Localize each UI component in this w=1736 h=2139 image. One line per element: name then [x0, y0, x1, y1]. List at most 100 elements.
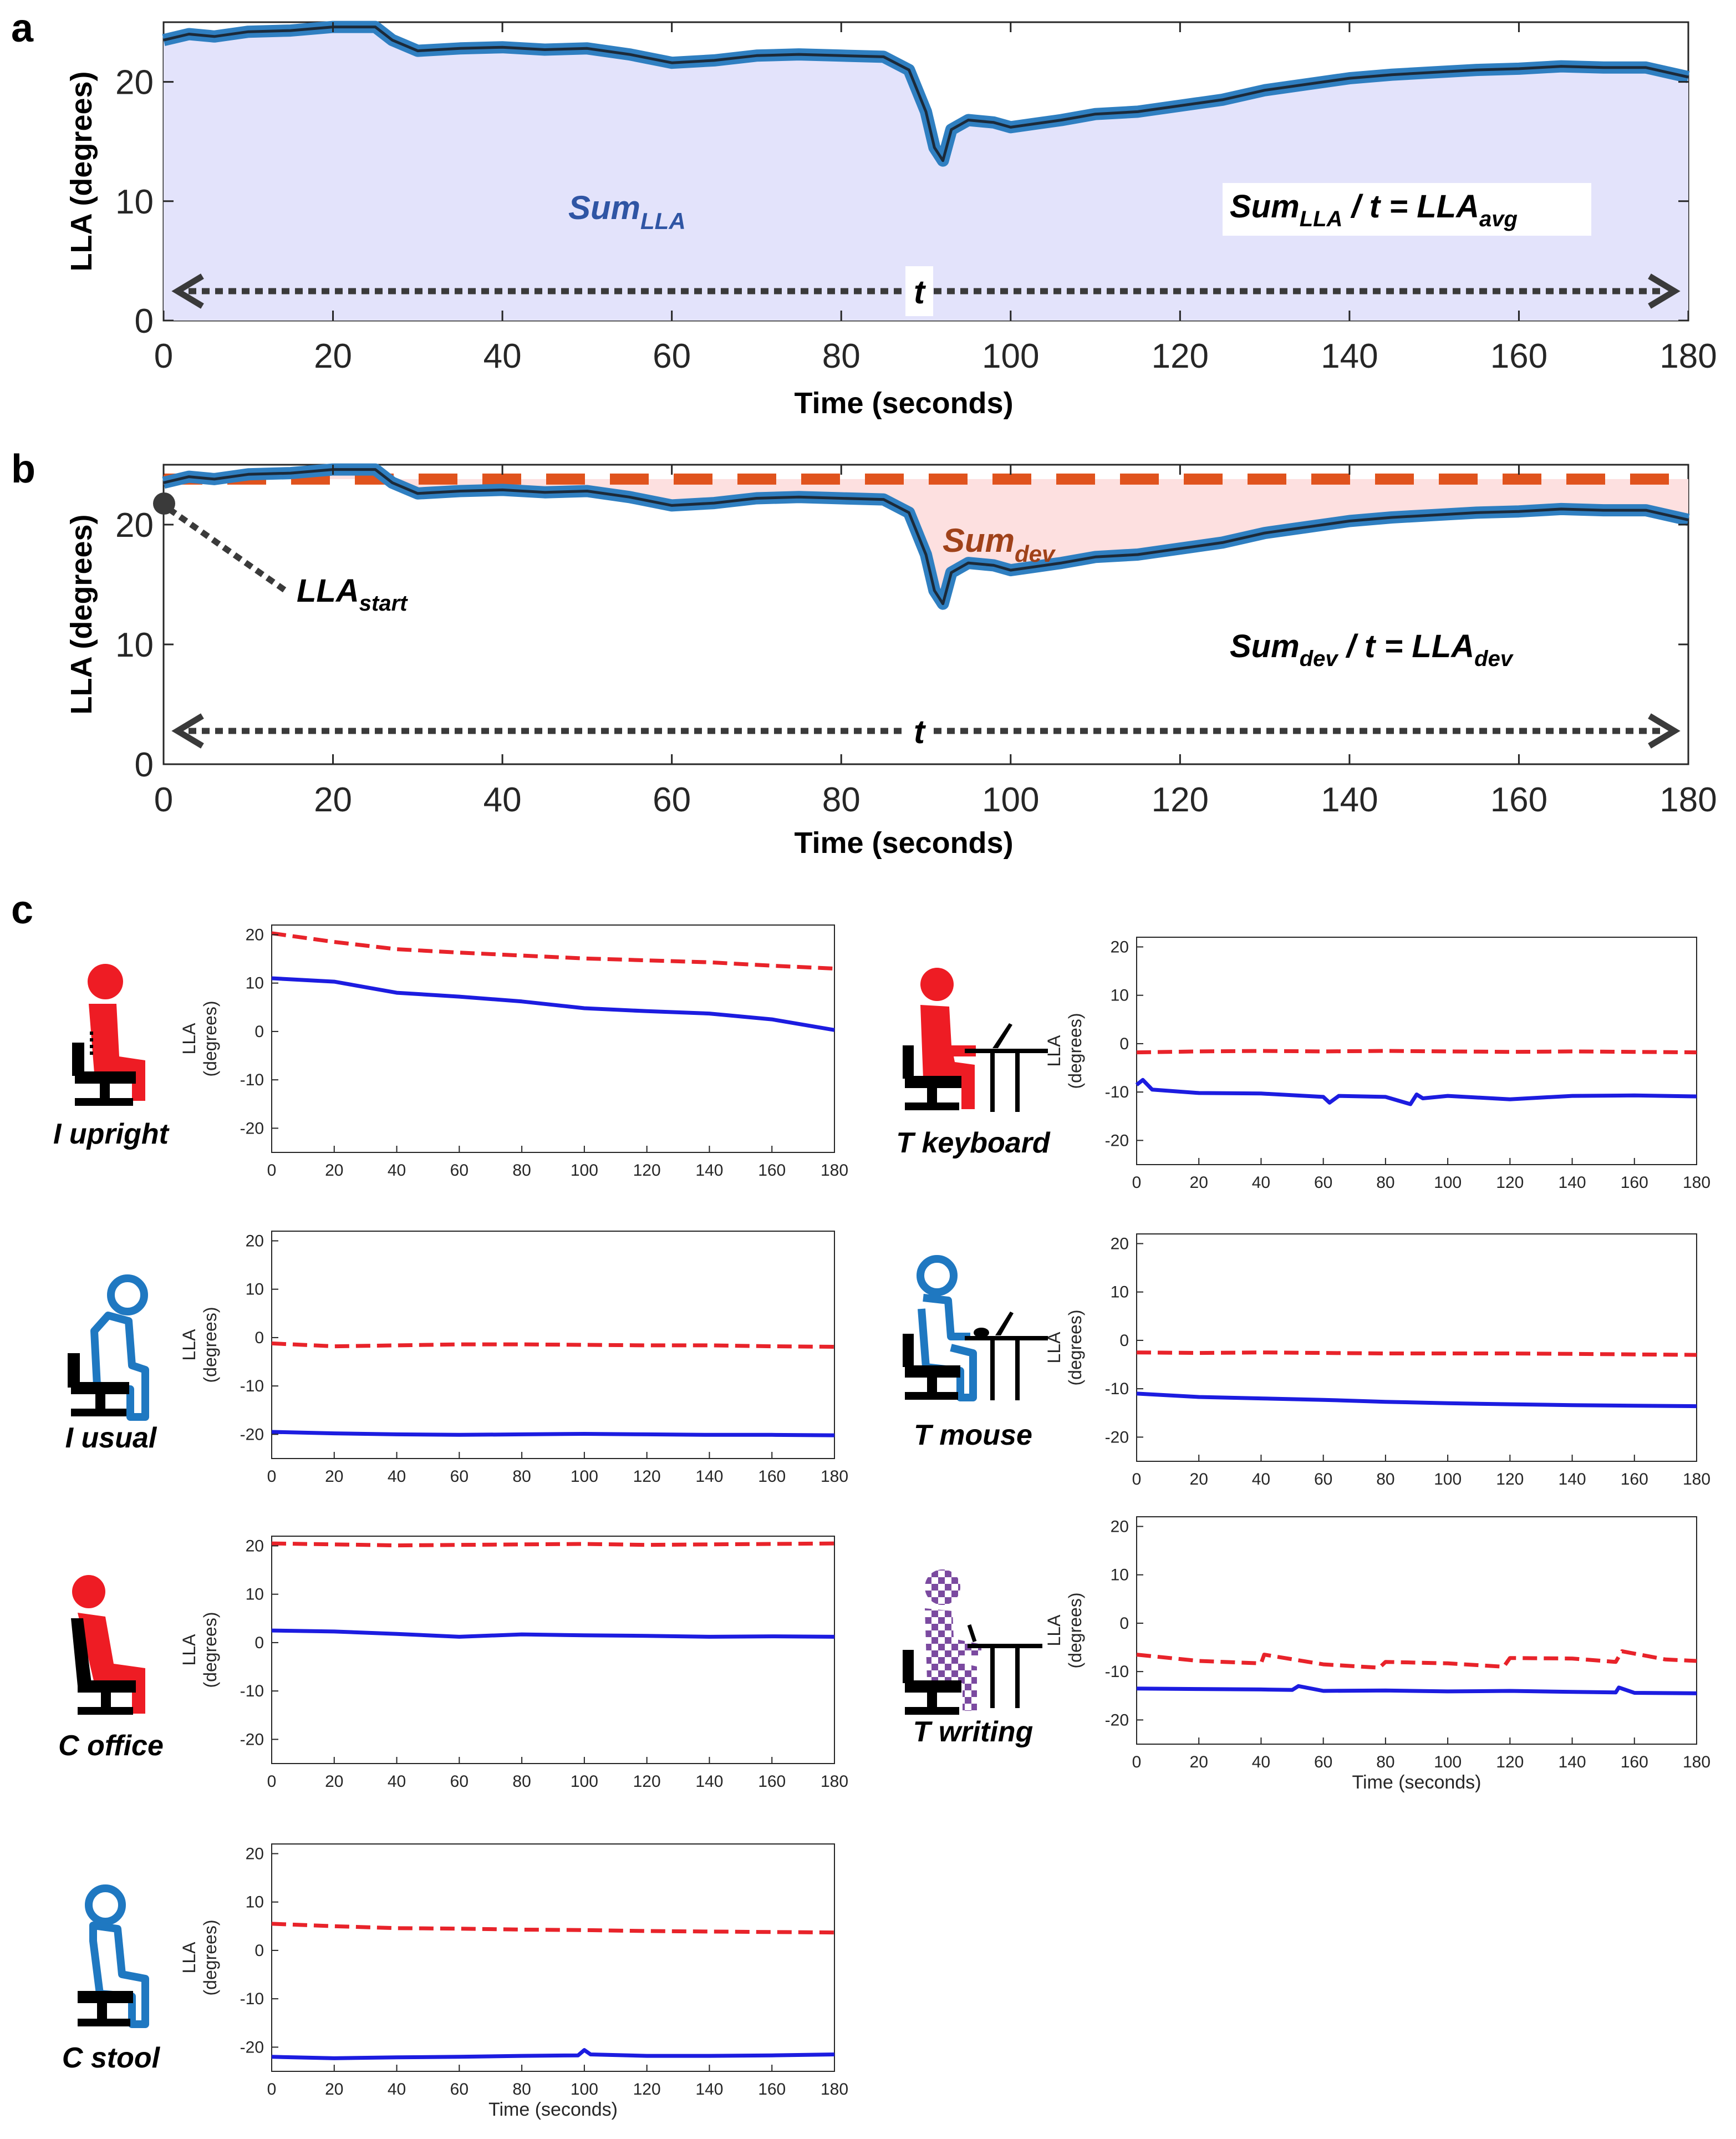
panel-b-start-leader [167, 506, 288, 593]
panel-b-sum-annotation: Sumdev [943, 522, 1056, 567]
x-tick-label: 180 [821, 1467, 848, 1486]
y-tick-label: 20 [115, 506, 154, 545]
x-tick-label: 140 [695, 1161, 723, 1180]
x-tick-label: 160 [1490, 781, 1547, 819]
x-tick-label: 20 [325, 2080, 343, 2099]
x-tick-label: 80 [822, 781, 861, 819]
panel-a-equation-box [1223, 183, 1591, 236]
x-tick-label: 180 [821, 1161, 848, 1180]
x-tick-label: 0 [1132, 1753, 1142, 1771]
panel-b-ticks: 0 20 40 60 80 100 120 140 160 180 0 10 20 [115, 465, 1717, 819]
subplot-ylabel-line2: (degrees) [1065, 1593, 1085, 1669]
lla-line-core [163, 468, 1689, 606]
panel-a-ticks: 0 20 40 60 80 100 120 140 160 180 0 10 20 [115, 22, 1717, 375]
x-tick-label: 180 [821, 1772, 848, 1791]
y-tick-label: 0 [1119, 1332, 1129, 1350]
panel-b-eq-result-sub: dev [1474, 647, 1514, 671]
x-tick-label: 120 [1496, 1173, 1524, 1192]
x-tick-label: 60 [450, 1467, 469, 1486]
icon-i-usual [68, 1274, 149, 1421]
y-tick-label: 0 [254, 1329, 264, 1347]
subplot-ylabel-line1: LLA [179, 1942, 199, 1974]
x-tick-label: 80 [822, 337, 861, 375]
panel-a-eq-result-sub: avg [1479, 207, 1518, 231]
y-tick-label: 10 [246, 1586, 264, 1604]
panel-b-t-label: t [914, 713, 926, 750]
x-tick-label: 0 [267, 2080, 277, 2099]
x-tick-label: 60 [653, 337, 691, 375]
x-tick-label: 80 [1376, 1753, 1394, 1771]
x-tick-label: 100 [571, 1161, 598, 1180]
x-tick-label: 180 [1659, 337, 1717, 375]
y-tick-label: 0 [1119, 1614, 1129, 1633]
reference-series-line [1136, 1350, 1697, 1357]
x-tick-label: 160 [758, 1161, 786, 1180]
y-tick-label: -10 [240, 1071, 264, 1089]
subplot-frame [1136, 1516, 1697, 1745]
subplot-xlabel: Time (seconds) [1352, 1772, 1481, 1793]
x-tick-label: 20 [1190, 1753, 1208, 1771]
panel-b-eq-result: LLA [1412, 628, 1474, 664]
x-tick-label: 80 [512, 2080, 531, 2099]
posture-label-c-stool: C stool [62, 2042, 161, 2074]
x-tick-label: 80 [512, 1772, 531, 1791]
y-tick-label: 20 [1111, 1517, 1129, 1536]
x-tick-label: 100 [571, 1467, 598, 1486]
x-tick-label: 80 [1376, 1173, 1394, 1192]
x-tick-label: 0 [154, 337, 173, 375]
panel-c-letter: c [11, 888, 33, 932]
x-tick-label: 120 [1496, 1753, 1524, 1771]
x-tick-label: 160 [1621, 1753, 1648, 1771]
icon-t-writing [903, 1569, 1042, 1715]
x-tick-label: 120 [633, 1772, 661, 1791]
y-tick-label: 20 [246, 1232, 264, 1250]
y-tick-label: 10 [1111, 987, 1129, 1005]
x-tick-label: 140 [695, 2080, 723, 2099]
subplot-ylabel-line2: (degrees) [1065, 1013, 1085, 1089]
y-tick-label: 10 [115, 626, 154, 664]
subplot-frame [271, 1536, 835, 1764]
y-tick-label: 20 [246, 926, 264, 944]
x-tick-label: 100 [1434, 1753, 1462, 1771]
x-tick-label: 20 [325, 1772, 343, 1791]
x-tick-label: 140 [695, 1467, 723, 1486]
y-tick-label: 0 [254, 1634, 264, 1652]
posture-label-i-upright: I upright [53, 1118, 170, 1150]
y-tick-label: -10 [240, 1377, 264, 1395]
y-tick-label: -10 [1105, 1083, 1129, 1101]
subplot-frame [271, 1843, 835, 2072]
subplot-frame [271, 924, 835, 1153]
x-tick-label: 60 [450, 1161, 469, 1180]
lla-series-line [1136, 1684, 1697, 1695]
icon-c-office [71, 1575, 145, 1715]
x-tick-label: 180 [1683, 1753, 1710, 1771]
x-tick-label: 60 [653, 781, 691, 819]
reference-series-line [271, 1922, 835, 1935]
y-tick-label: 10 [115, 183, 154, 221]
x-tick-label: 40 [1252, 1173, 1270, 1192]
x-tick-label: 100 [571, 1772, 598, 1791]
y-tick-label: 20 [246, 1845, 264, 1863]
x-tick-label: 40 [1252, 1753, 1270, 1771]
panel-b-ylabel: LLA (degrees) [65, 514, 98, 714]
panel-a-eq-result: LLA [1417, 189, 1479, 225]
x-tick-label: 60 [450, 2080, 469, 2099]
reference-series-line [1136, 1049, 1697, 1055]
subplot-ylabel-line2: (degrees) [200, 1001, 220, 1077]
panel-b-sum-sub: dev [1015, 541, 1056, 567]
x-tick-label: 100 [982, 337, 1039, 375]
y-tick-label: 10 [246, 1281, 264, 1299]
lla-series-line [1136, 1391, 1697, 1409]
panel-a-ylabel: LLA (degrees) [65, 71, 98, 271]
panel-b-start-annotation: LLAstart [297, 573, 408, 616]
x-tick-label: 120 [1152, 781, 1209, 819]
x-tick-label: 80 [512, 1467, 531, 1486]
x-tick-label: 20 [314, 781, 352, 819]
panel-a-letter: a [11, 6, 34, 50]
subplot-ylabel-line1: LLA [1044, 1614, 1064, 1647]
x-tick-label: 40 [388, 2080, 406, 2099]
panel-a-sum-main: Sum [568, 189, 640, 226]
